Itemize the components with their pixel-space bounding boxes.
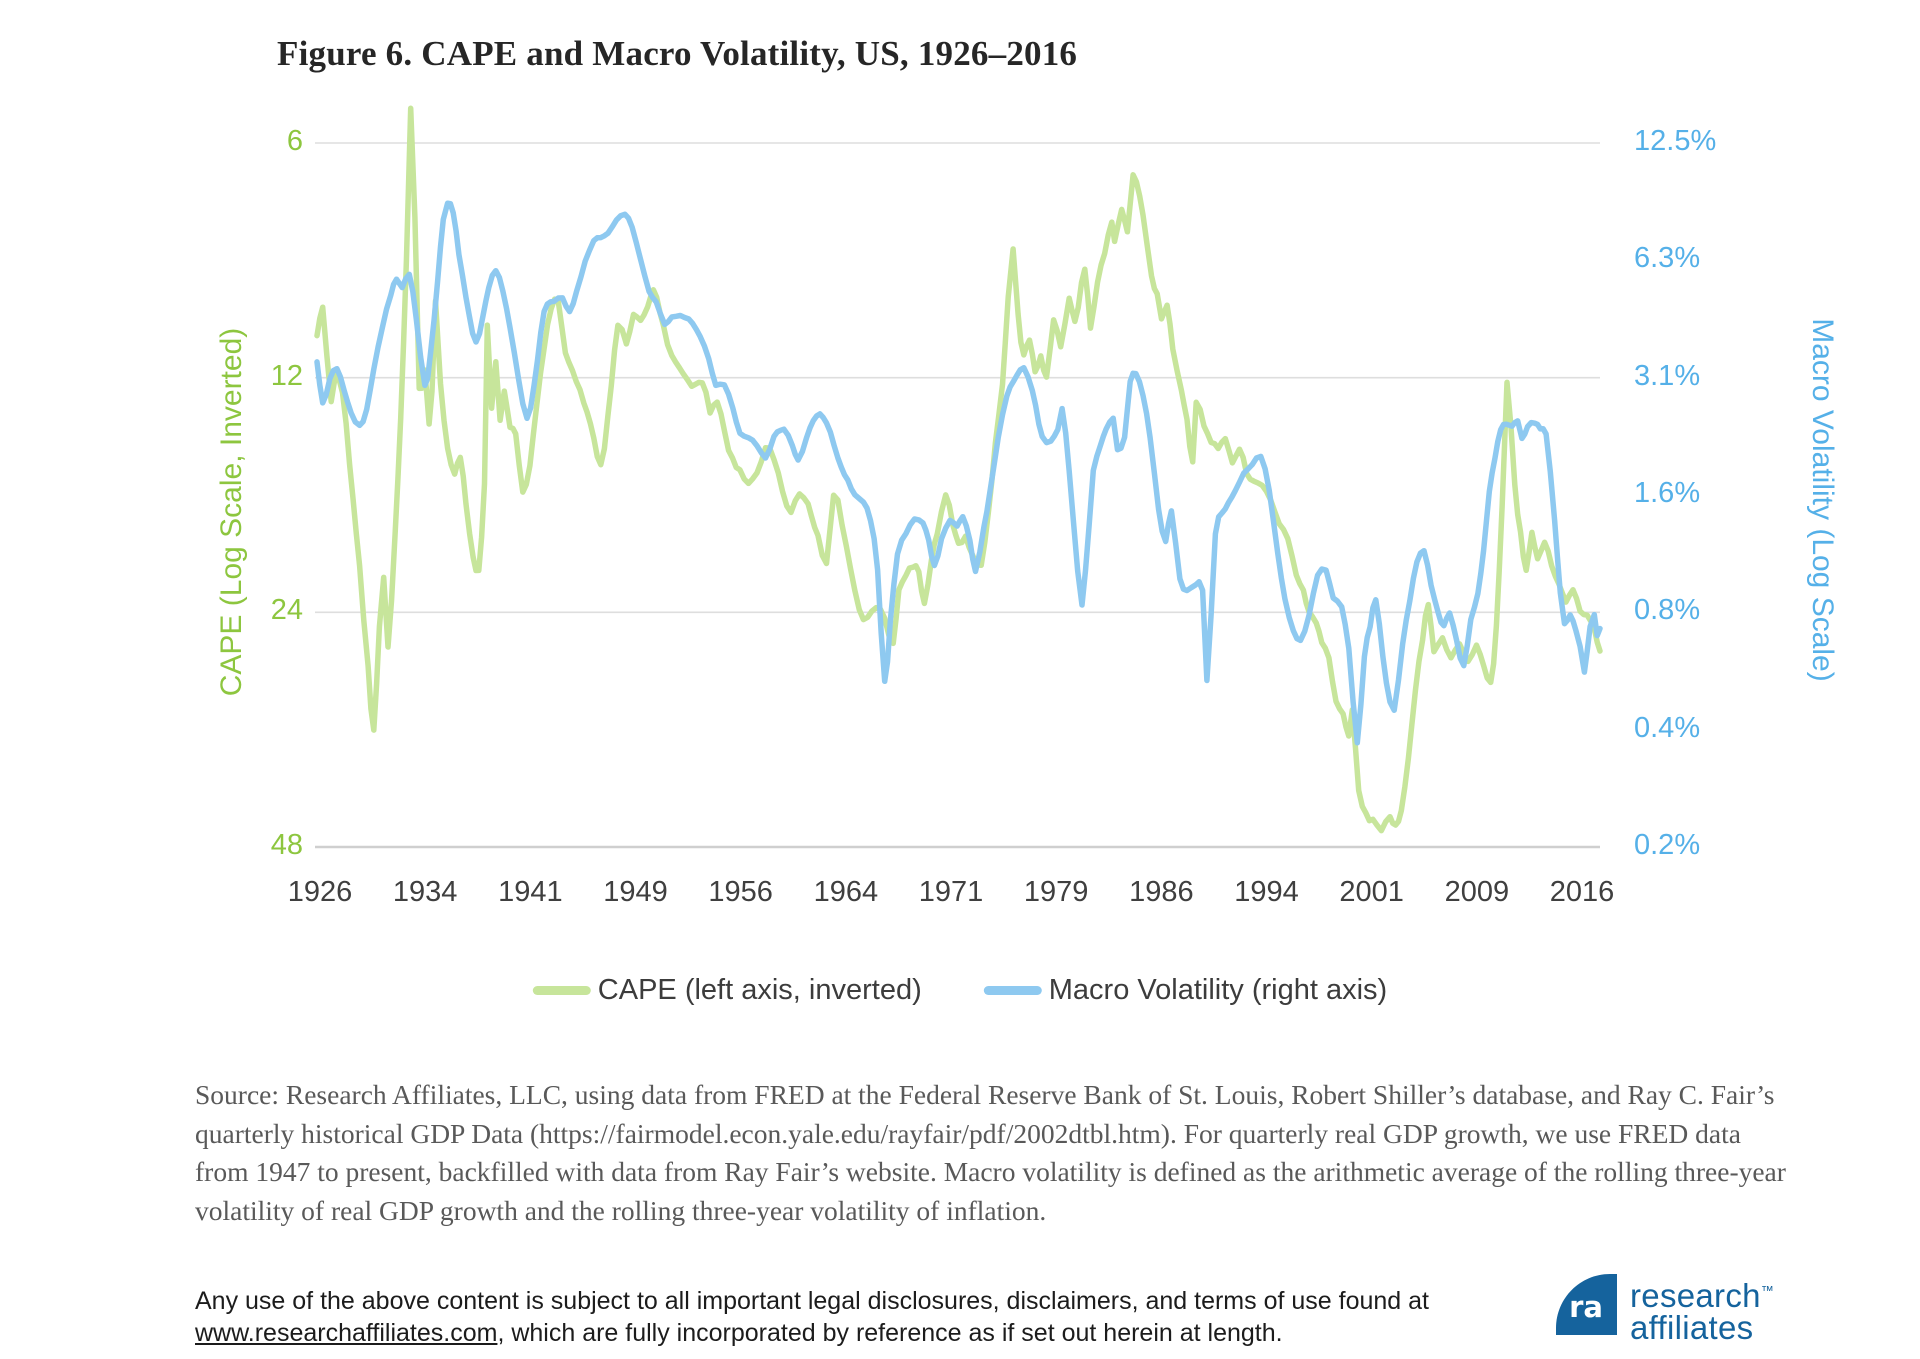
- left-axis-title: CAPE (Log Scale, Inverted): [215, 327, 248, 697]
- right-axis-tick-label: 0.4%: [1634, 711, 1701, 744]
- x-axis-year-label: 1956: [708, 876, 773, 908]
- source-note-line: from 1947 to present, backfilled with da…: [195, 1156, 1786, 1187]
- x-axis-year-label: 1934: [392, 876, 458, 908]
- right-axis-tick-label: 0.8%: [1634, 594, 1701, 627]
- x-axis-year-label: 1986: [1129, 876, 1194, 908]
- disclaimer-line-2-rest: , which are fully incorporated by refere…: [497, 1319, 1283, 1347]
- cape-line: [314, 105, 1603, 834]
- right-axis-tick-label: 6.3%: [1634, 242, 1701, 275]
- legal-disclaimer: Any use of the above content is subject …: [195, 1285, 1429, 1349]
- right-axis-tick-label: 0.2%: [1634, 828, 1701, 861]
- x-axis-year-label: 1941: [498, 876, 563, 908]
- macro-volatility-line: [314, 200, 1603, 746]
- svg-text:ra: ra: [1569, 1290, 1603, 1324]
- x-axis-year-label: 1971: [918, 876, 984, 908]
- source-note-line: volatility of real GDP growth and the ro…: [195, 1194, 1047, 1226]
- research-affiliates-link[interactable]: www.researchaffiliates.com: [195, 1319, 498, 1347]
- right-axis-tick-label: 3.1%: [1634, 359, 1701, 392]
- disclaimer-line-1: Any use of the above content is subject …: [195, 1287, 1429, 1315]
- logo-word-affiliates: affiliates: [1630, 1309, 1754, 1346]
- legend: CAPE (left axis, inverted) Macro Volatil…: [532, 974, 1388, 1007]
- source-note: Source: Research Affiliates, LLC, using …: [195, 1076, 1795, 1230]
- logo-tm: ™: [1760, 1283, 1775, 1298]
- left-axis-tick-label: 12: [270, 359, 303, 392]
- research-affiliates-logo: ra research™ affiliates: [1556, 1274, 1774, 1344]
- left-axis-tick-label: 48: [270, 829, 303, 861]
- disclaimer-line-2: www.researchaffiliates.com, which are fu…: [195, 1317, 1429, 1349]
- source-note-line: quarterly historical GDP Data (https://f…: [195, 1117, 1741, 1149]
- cape-line-swatch: [532, 986, 591, 995]
- figure-title: Figure 6. CAPE and Macro Volatility, US,…: [277, 34, 1078, 73]
- right-axis-tick-label: 1.6%: [1634, 476, 1701, 509]
- right-axis-tick-label: 12.5%: [1634, 125, 1717, 157]
- x-axis-year-label: 2016: [1549, 876, 1615, 908]
- logo-mark-icon: ra: [1556, 1274, 1617, 1335]
- legend-label-macro-volatility: Macro Volatility (right axis): [1048, 974, 1388, 1006]
- logo-wordmark: research™ affiliates: [1630, 1275, 1774, 1344]
- right-axis-title: Macro Volatility (Log Scale): [1806, 318, 1839, 682]
- x-axis-year-label: 2009: [1444, 876, 1510, 908]
- x-axis-year-label: 1994: [1234, 876, 1299, 908]
- macro-volatility-line-swatch: [983, 986, 1042, 995]
- left-axis-tick-label: 6: [286, 125, 303, 157]
- logo-word-research: research: [1630, 1277, 1761, 1314]
- x-axis-year-label: 1979: [1023, 876, 1089, 908]
- legend-item-macro-volatility: Macro Volatility (right axis): [983, 974, 1388, 1007]
- legend-label-cape: CAPE (left axis, inverted): [597, 974, 922, 1006]
- x-axis-year-label: 1949: [603, 876, 668, 908]
- x-axis-year-label: 1926: [287, 876, 353, 908]
- left-axis-tick-label: 24: [270, 594, 303, 627]
- x-axis-year-label: 2001: [1339, 876, 1404, 908]
- legend-item-cape: CAPE (left axis, inverted): [532, 974, 922, 1007]
- source-note-line: Source: Research Affiliates, LLC, using …: [195, 1079, 1775, 1110]
- x-axis-year-label: 1964: [813, 876, 879, 908]
